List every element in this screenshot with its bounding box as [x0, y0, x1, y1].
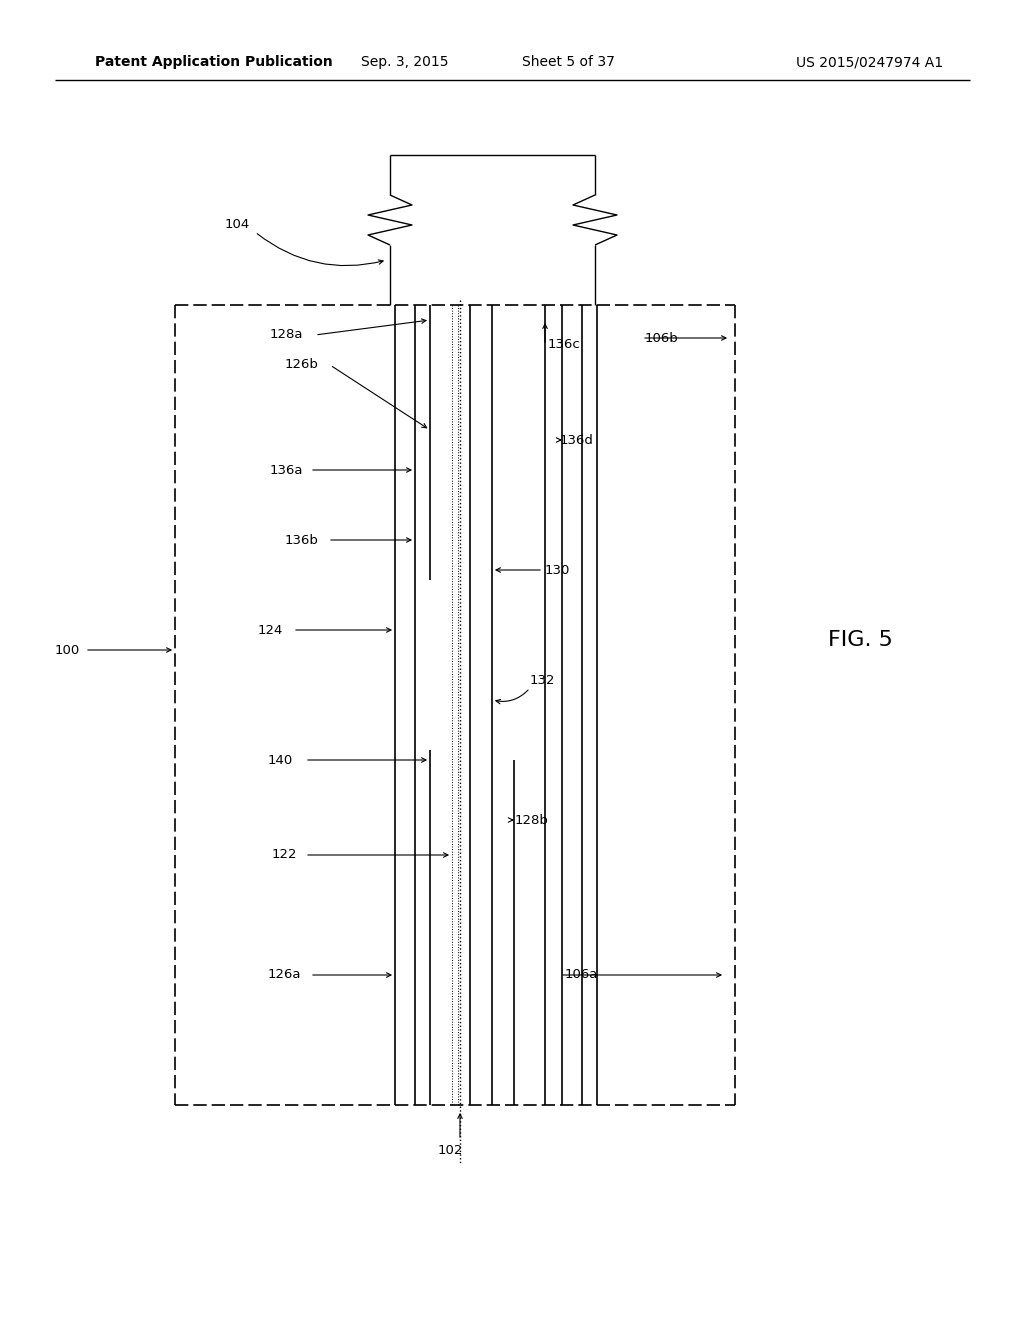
Text: 132: 132 — [530, 673, 555, 686]
Text: 136b: 136b — [285, 533, 318, 546]
Text: 124: 124 — [258, 623, 284, 636]
Text: 106b: 106b — [645, 331, 679, 345]
Text: 104: 104 — [225, 219, 250, 231]
Text: 122: 122 — [272, 849, 298, 862]
Text: 128b: 128b — [515, 813, 549, 826]
Text: 128a: 128a — [270, 329, 303, 342]
Text: 106a: 106a — [565, 969, 598, 982]
Text: 136a: 136a — [270, 463, 303, 477]
Text: 126b: 126b — [285, 359, 318, 371]
Text: 136c: 136c — [548, 338, 581, 351]
Text: Patent Application Publication: Patent Application Publication — [95, 55, 333, 69]
Text: 100: 100 — [55, 644, 80, 656]
Text: Sheet 5 of 37: Sheet 5 of 37 — [521, 55, 614, 69]
Text: 136d: 136d — [560, 433, 594, 446]
Text: Sep. 3, 2015: Sep. 3, 2015 — [361, 55, 449, 69]
Text: 126a: 126a — [268, 969, 301, 982]
Text: 130: 130 — [545, 564, 570, 577]
Text: 102: 102 — [437, 1143, 463, 1156]
Text: FIG. 5: FIG. 5 — [827, 630, 893, 649]
Text: US 2015/0247974 A1: US 2015/0247974 A1 — [797, 55, 943, 69]
Text: 140: 140 — [268, 754, 293, 767]
